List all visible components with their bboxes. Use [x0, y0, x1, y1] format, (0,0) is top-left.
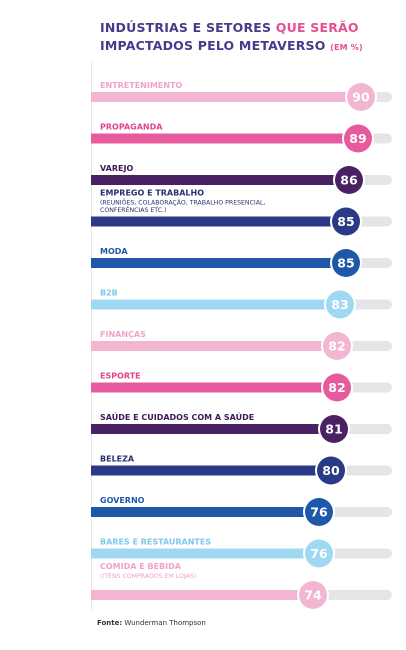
- value-label: 82: [328, 380, 345, 395]
- value-label: 83: [331, 297, 348, 312]
- bar: [91, 216, 346, 227]
- title-unit: (EM %): [330, 43, 363, 52]
- title-part-3: IMPACTADOS PELO METAVERSO: [100, 38, 331, 53]
- category-label: GOVERNO: [100, 496, 145, 505]
- value-badge: [305, 498, 333, 526]
- value-label: 80: [322, 463, 340, 478]
- value-badge: [332, 249, 360, 277]
- value-badge: [320, 415, 348, 443]
- value-label: 76: [310, 546, 328, 561]
- value-label: 85: [337, 214, 354, 229]
- bar: [91, 133, 358, 144]
- bar: [91, 424, 334, 434]
- category-label: SAÚDE E CUIDADOS COM A SAÚDE: [100, 411, 254, 422]
- category-label: BELEZA: [100, 455, 135, 464]
- bar: [91, 590, 313, 600]
- value-badge: [344, 124, 372, 153]
- category-label: VAREJO: [100, 164, 133, 173]
- category-label: EMPREGO E TRABALHO: [100, 189, 204, 198]
- value-badge: [317, 456, 345, 485]
- category-label: ESPORTE: [100, 372, 141, 381]
- value-label: 86: [340, 173, 358, 188]
- value-label: 76: [310, 505, 328, 520]
- value-badge: [305, 539, 333, 568]
- value-label: 82: [328, 339, 345, 354]
- category-label: B2B: [100, 289, 118, 298]
- bar: [91, 548, 319, 559]
- category-label: MODA: [100, 247, 128, 256]
- title-part-2: QUE SERÃO: [275, 20, 359, 35]
- category-sublabel: (ITENS COMPRADOS EM LOJAS): [100, 573, 196, 580]
- value-badge: [326, 290, 354, 319]
- left-divider: [91, 62, 92, 610]
- chart-title: INDÚSTRIAS E SETORES QUE SERÃO IMPACTADO…: [100, 19, 363, 57]
- category-label: COMIDA E BEBIDA: [100, 562, 182, 571]
- value-label: 90: [352, 90, 370, 105]
- value-label: 89: [349, 131, 366, 146]
- source-label: Fonte:: [97, 619, 123, 627]
- category-label: PROPAGANDA: [100, 123, 163, 132]
- category-label: FINANÇAS: [100, 330, 146, 339]
- value-badge: [323, 332, 351, 360]
- value-badge: [347, 83, 375, 111]
- category-sublabel: (REUNIÕES, COLABORAÇÃO, TRABALHO PRESENC…: [100, 198, 265, 207]
- value-label: 85: [337, 256, 354, 271]
- bar: [91, 175, 349, 185]
- bar: [91, 341, 337, 351]
- value-badge: [299, 581, 327, 609]
- category-label: BARES E RESTAURANTES: [100, 538, 211, 547]
- value-label: 74: [304, 588, 322, 603]
- bar: [91, 465, 331, 476]
- source-text: Wunderman Thompson: [124, 619, 206, 627]
- source-note: Fonte: Wunderman Thompson: [97, 619, 206, 627]
- value-badge: [323, 373, 351, 402]
- category-label: ENTRETENIMENTO: [100, 81, 182, 90]
- category-sublabel: CONFERÊNCIAS ETC.): [100, 205, 166, 214]
- bar: [91, 507, 319, 517]
- value-badge: [332, 207, 360, 236]
- bar: [91, 299, 340, 310]
- bar: [91, 382, 337, 393]
- title-part-1: INDÚSTRIAS E SETORES: [100, 20, 276, 35]
- bar: [91, 258, 346, 268]
- value-badge: [335, 166, 363, 194]
- bar: [91, 92, 361, 102]
- value-label: 81: [325, 422, 342, 437]
